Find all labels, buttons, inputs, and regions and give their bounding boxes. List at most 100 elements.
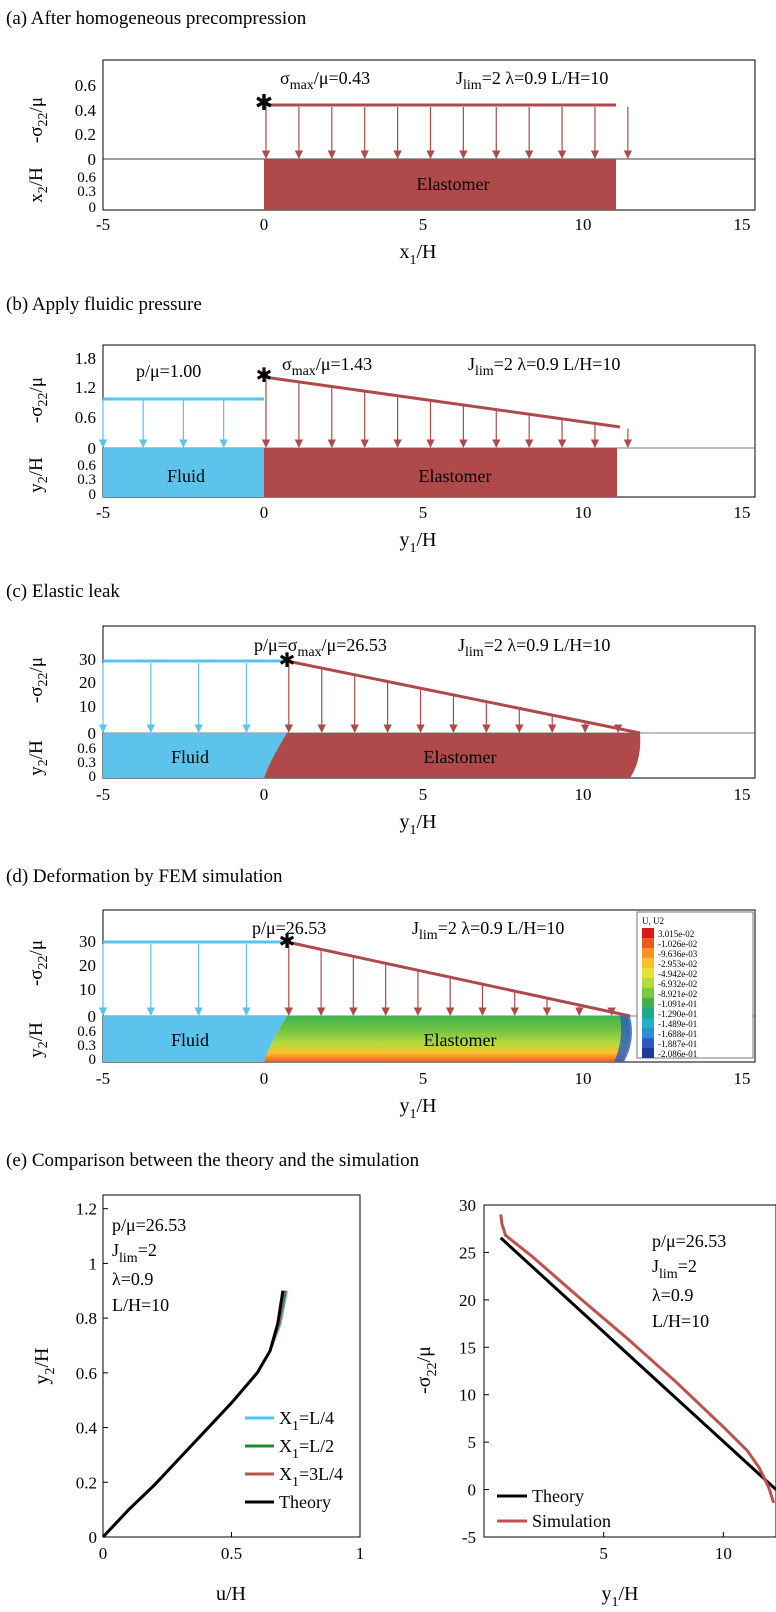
series-line-2 xyxy=(102,1290,286,1538)
panel-b-xtick: 15 xyxy=(734,503,751,522)
panel-c-ytick: 0 xyxy=(89,769,97,785)
fem-legend-value: -1.489e-01 xyxy=(658,1019,697,1029)
panel-a-ytick: 0 xyxy=(89,200,97,216)
panel-a-ylabel-bottom: x2/H xyxy=(26,167,51,203)
panel-b-ann-sigma: σmax/μ=1.43 xyxy=(282,354,372,379)
panel-d-max-marker: ✱ xyxy=(279,931,296,953)
series-line-0 xyxy=(499,1236,776,1491)
ytick-label: 1 xyxy=(89,1254,98,1273)
panel-a-ylabel-top: -σ22/μ xyxy=(26,97,51,143)
ytick-label: 0.4 xyxy=(76,1419,98,1438)
fem-legend-swatch xyxy=(642,1028,654,1038)
panel-c-stress-line xyxy=(286,659,641,735)
fem-legend-value: -9.636e-03 xyxy=(658,949,698,959)
fem-legend-value: -6.932e-02 xyxy=(658,979,697,989)
panel-d-ytick: 0 xyxy=(88,1007,97,1026)
panel-b-arrows xyxy=(98,379,633,448)
panel-d-ylabel-top: -σ22/μ xyxy=(26,940,51,986)
annotation: λ=0.9 xyxy=(112,1269,153,1289)
panel-e-left-ticks: 0 0.2 0.4 0.6 0.8 1 1.2 0 0.5 1 xyxy=(76,1200,365,1563)
panel-d-ytick: 10 xyxy=(79,980,96,999)
panel-a-xtick: 10 xyxy=(575,215,592,234)
panel-c-fluid-label: Fluid xyxy=(171,747,209,767)
panel-a-heading: (a) After homogeneous precompression xyxy=(6,8,307,29)
ytick-label: 0.8 xyxy=(76,1309,97,1328)
panel-b-fluid-label: Fluid xyxy=(167,466,205,486)
panel-a-ytick: 0 xyxy=(88,150,97,169)
legend-label: X1=3L/4 xyxy=(279,1464,343,1490)
ytick-label: 25 xyxy=(459,1243,476,1262)
ytick-label: 15 xyxy=(459,1338,476,1357)
panel-e-right-series xyxy=(499,1214,776,1504)
panel-e-left-series xyxy=(101,1290,289,1539)
panel-b-xtick: -5 xyxy=(96,503,110,522)
ytick-label: 0.6 xyxy=(76,1364,97,1383)
panel-b-heading: (b) Apply fluidic pressure xyxy=(6,294,202,315)
series-line-1 xyxy=(102,1290,287,1538)
fem-legend-value: 3.015e-02 xyxy=(658,929,694,939)
xtick-label: 1 xyxy=(356,1544,365,1563)
panel-d-xtick: 15 xyxy=(734,1069,751,1088)
fem-legend-swatch xyxy=(642,988,654,998)
xtick-label: 10 xyxy=(715,1544,732,1563)
panel-c-elastomer xyxy=(264,733,641,778)
panel-c-ann-params: Jlim=2 λ=0.9 L/H=10 xyxy=(458,635,610,660)
fem-legend-swatch xyxy=(642,958,654,968)
panel-b-ylabel-bottom: y2/H xyxy=(26,457,51,493)
fem-legend-swatch xyxy=(642,978,654,988)
panel-c-xlabel: y1/H xyxy=(400,811,437,838)
series-line-3 xyxy=(101,1290,285,1539)
series-line-1 xyxy=(499,1214,776,1504)
panel-d-xtick: -5 xyxy=(96,1069,110,1088)
ytick-label: 0 xyxy=(468,1481,477,1500)
panel-b-xtick: 0 xyxy=(260,503,269,522)
fem-legend-swatch xyxy=(642,1048,654,1058)
panel-c-ytick: 0 xyxy=(88,724,97,743)
panel-a: (a) After homogeneous precompression Ela… xyxy=(6,8,756,268)
ytick-label: 5 xyxy=(468,1433,477,1452)
panel-e-right-ylabel: -σ22/μ xyxy=(413,1346,440,1394)
panel-d-fluid-label: Fluid xyxy=(171,1030,209,1050)
panel-a-ytick: 0.2 xyxy=(75,125,96,144)
panel-e-right-legend: Theory Simulation xyxy=(497,1486,611,1531)
panel-b-fluid xyxy=(103,448,264,497)
panel-d-ann-params: Jlim=2 λ=0.9 L/H=10 xyxy=(412,918,564,943)
panel-c-ytick: 10 xyxy=(79,697,96,716)
annotation: p/μ=26.53 xyxy=(652,1231,726,1251)
panel-c-ylabel-bottom: y2/H xyxy=(26,740,51,776)
panel-b-elastomer xyxy=(264,448,617,497)
fem-legend-swatch xyxy=(642,998,654,1008)
panel-d-elastomer-fem xyxy=(264,1016,630,1062)
panel-b-max-marker: ✱ xyxy=(256,365,273,387)
panel-a-xtick: 15 xyxy=(734,215,751,234)
panel-d-fem-edge xyxy=(614,1016,632,1062)
panel-b-ann-params: Jlim=2 λ=0.9 L/H=10 xyxy=(468,354,620,379)
ytick-label: 30 xyxy=(459,1196,476,1215)
panel-b-xtick: 5 xyxy=(419,503,428,522)
panel-d-elastomer-label: Elastomer xyxy=(424,1030,497,1050)
panel-c-ytick: 0.6 xyxy=(77,741,96,757)
panel-e-right-ticks: -5 0 5 10 15 20 25 30 5 10 xyxy=(459,1196,732,1563)
ytick-label: 0 xyxy=(89,1528,98,1547)
panel-c-arrows xyxy=(98,663,623,733)
fem-legend-value: -8.921e-02 xyxy=(658,989,697,999)
panel-a-elastomer xyxy=(264,159,616,210)
panel-c-xtick: 10 xyxy=(575,785,592,804)
panel-c: (c) Elastic leak Fluid Elastomer ✱ p/μ=σ… xyxy=(6,581,756,838)
panel-e-left-ylabel: y2/H xyxy=(31,1348,58,1385)
panel-e-left-plot: 0 0.2 0.4 0.6 0.8 1 1.2 0 0.5 1 p/μ=26.53 Jlim=2 λ=… xyxy=(31,1194,365,1605)
panel-a-ann-params: Jlim=2 λ=0.9 L/H=10 xyxy=(456,68,608,93)
ytick-label: 0.2 xyxy=(76,1473,97,1492)
fem-legend-swatch xyxy=(642,968,654,978)
panel-e-right-xlabel: y1/H xyxy=(602,1583,639,1610)
ytick-label: 20 xyxy=(459,1291,476,1310)
panel-b-ytick: 0 xyxy=(88,439,97,458)
panel-b-xtick: 10 xyxy=(575,503,592,522)
panel-d-xtick: 10 xyxy=(575,1069,592,1088)
panel-d-ytick: 20 xyxy=(79,956,96,975)
panel-d-stress-line xyxy=(286,940,631,1018)
panel-a-ytick: 0.4 xyxy=(75,101,97,120)
panel-d-ytick: 0.3 xyxy=(77,1038,96,1054)
